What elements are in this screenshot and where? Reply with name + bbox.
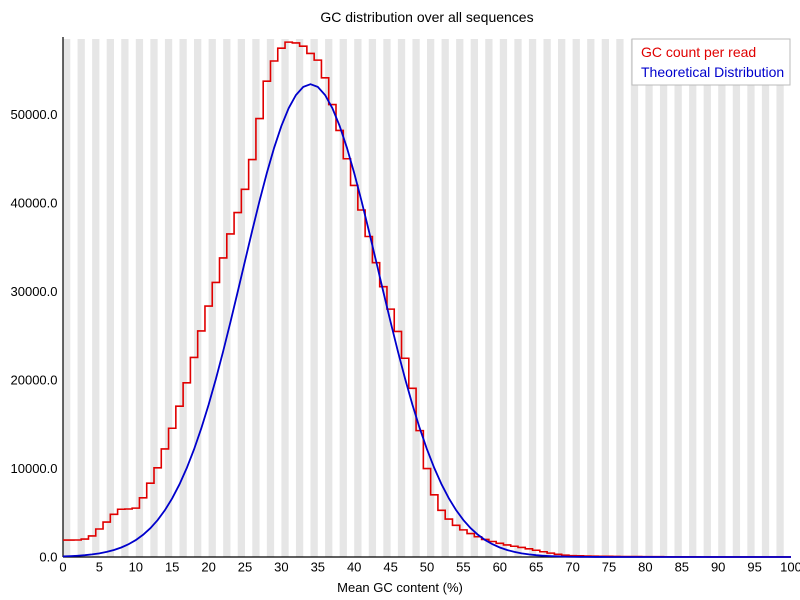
svg-text:70: 70	[565, 560, 579, 575]
svg-text:15: 15	[165, 560, 179, 575]
svg-text:65: 65	[529, 560, 543, 575]
svg-text:Theoretical Distribution: Theoretical Distribution	[641, 64, 784, 80]
svg-text:40000.0: 40000.0	[11, 195, 58, 210]
svg-text:40: 40	[347, 560, 361, 575]
svg-text:95: 95	[747, 560, 761, 575]
svg-text:25: 25	[238, 560, 252, 575]
svg-text:85: 85	[675, 560, 689, 575]
svg-text:50000.0: 50000.0	[11, 107, 58, 122]
svg-text:0.0: 0.0	[39, 550, 57, 565]
svg-text:35: 35	[311, 560, 325, 575]
svg-text:30: 30	[274, 560, 288, 575]
svg-text:90: 90	[711, 560, 725, 575]
svg-text:50: 50	[420, 560, 434, 575]
svg-text:5: 5	[96, 560, 103, 575]
svg-text:60: 60	[493, 560, 507, 575]
svg-text:0: 0	[59, 560, 66, 575]
svg-text:55: 55	[456, 560, 470, 575]
svg-text:10: 10	[129, 560, 143, 575]
svg-text:20: 20	[201, 560, 215, 575]
svg-text:80: 80	[638, 560, 652, 575]
svg-text:45: 45	[383, 560, 397, 575]
svg-text:75: 75	[602, 560, 616, 575]
svg-text:10000.0: 10000.0	[11, 461, 58, 476]
svg-text:100: 100	[780, 560, 800, 575]
svg-text:20000.0: 20000.0	[11, 372, 58, 387]
svg-text:30000.0: 30000.0	[11, 284, 58, 299]
svg-text:GC count per read: GC count per read	[641, 44, 756, 60]
